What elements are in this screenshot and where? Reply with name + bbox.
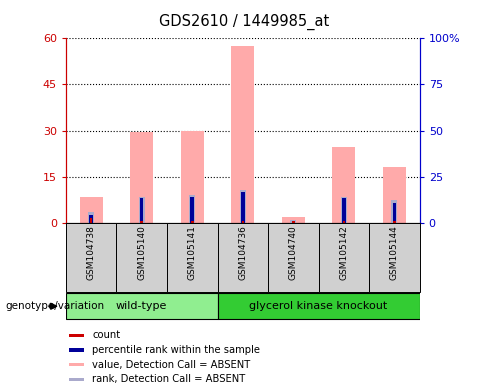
Bar	[332, 147, 355, 223]
Text: GSM104736: GSM104736	[238, 225, 247, 280]
Text: GSM105141: GSM105141	[188, 225, 197, 280]
Bar	[391, 200, 397, 223]
FancyBboxPatch shape	[117, 223, 167, 292]
Bar	[393, 221, 396, 223]
Bar	[191, 221, 194, 223]
Text: GSM105142: GSM105142	[339, 225, 348, 280]
Bar	[69, 377, 83, 381]
Bar	[190, 197, 194, 223]
Bar	[140, 198, 143, 223]
Bar	[291, 221, 295, 223]
FancyBboxPatch shape	[218, 293, 420, 319]
Bar	[241, 192, 244, 223]
Text: count: count	[92, 330, 121, 340]
Bar	[282, 217, 305, 223]
FancyBboxPatch shape	[369, 223, 420, 292]
FancyBboxPatch shape	[66, 223, 117, 292]
FancyBboxPatch shape	[268, 223, 319, 292]
Bar	[292, 221, 295, 223]
Text: percentile rank within the sample: percentile rank within the sample	[92, 345, 261, 355]
Bar	[130, 132, 153, 223]
Text: GSM104738: GSM104738	[87, 225, 96, 280]
Text: GDS2610 / 1449985_at: GDS2610 / 1449985_at	[159, 13, 329, 30]
Bar	[393, 203, 396, 223]
Text: genotype/variation: genotype/variation	[5, 301, 104, 311]
Bar	[90, 218, 92, 223]
Text: GSM104740: GSM104740	[289, 225, 298, 280]
Bar	[69, 363, 83, 366]
Text: wild-type: wild-type	[116, 301, 167, 311]
Bar	[181, 131, 203, 223]
Text: GSM105144: GSM105144	[390, 225, 399, 280]
Bar	[383, 167, 406, 223]
FancyBboxPatch shape	[319, 223, 369, 292]
FancyBboxPatch shape	[167, 223, 218, 292]
Bar	[139, 197, 145, 223]
Text: glycerol kinase knockout: glycerol kinase knockout	[249, 301, 388, 311]
Text: GSM105140: GSM105140	[137, 225, 146, 280]
Bar	[342, 198, 346, 223]
Bar	[290, 220, 296, 223]
Bar	[189, 195, 195, 223]
Bar	[240, 190, 246, 223]
Bar	[88, 212, 94, 223]
Bar	[80, 197, 102, 223]
Bar	[69, 334, 83, 337]
Bar	[343, 221, 345, 223]
Bar	[242, 221, 244, 223]
Bar	[141, 221, 143, 223]
Bar	[231, 46, 254, 223]
Bar	[69, 348, 83, 351]
Text: rank, Detection Call = ABSENT: rank, Detection Call = ABSENT	[92, 374, 245, 384]
FancyBboxPatch shape	[66, 293, 218, 319]
Bar	[89, 215, 93, 223]
Text: value, Detection Call = ABSENT: value, Detection Call = ABSENT	[92, 359, 251, 369]
FancyBboxPatch shape	[218, 223, 268, 292]
Bar	[341, 197, 347, 223]
